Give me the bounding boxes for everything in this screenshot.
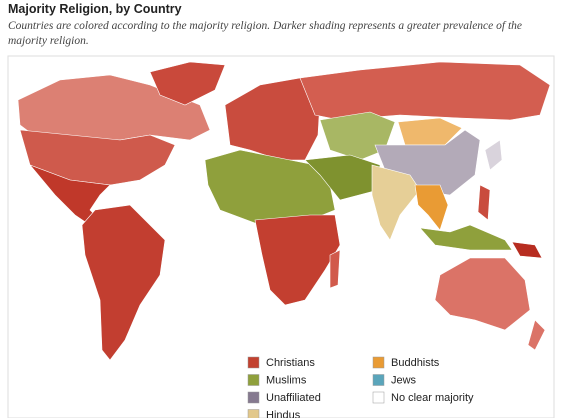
japan (484, 139, 503, 171)
title: Majority Religion, by Country (8, 2, 182, 16)
subtitle: Countries are colored according to the m… (8, 20, 523, 47)
greenland (149, 61, 226, 106)
north-africa (204, 149, 336, 226)
legend-label: Hindus (266, 409, 301, 418)
new-zealand (527, 319, 546, 351)
legend-swatch (247, 374, 260, 386)
legend: Christians Muslims Unaffiliated Hindus Buddh… (247, 356, 474, 418)
south-america (81, 204, 166, 361)
legend-label: Unaffiliated (266, 392, 321, 404)
southeast-asia (414, 184, 449, 231)
legend-swatch (247, 409, 260, 418)
mongolia (397, 117, 463, 146)
legend-label: No clear majority (391, 392, 474, 404)
legend-label: Muslims (266, 374, 307, 386)
madagascar (329, 249, 341, 289)
legend-swatch (372, 391, 385, 404)
legend-label: Christians (266, 357, 315, 369)
india (371, 164, 421, 241)
southern-africa (254, 214, 341, 306)
legend-swatch (247, 356, 260, 369)
legend-label: Jews (391, 374, 417, 386)
legend-swatch (372, 356, 385, 369)
indonesia (419, 224, 513, 251)
europe (224, 77, 321, 161)
philippines (477, 184, 491, 221)
australia (434, 257, 531, 331)
papua-new-guinea (511, 241, 543, 259)
legend-swatch (372, 374, 385, 386)
legend-swatch (247, 391, 260, 404)
legend-label: Buddhists (391, 357, 440, 369)
countries (17, 61, 551, 361)
